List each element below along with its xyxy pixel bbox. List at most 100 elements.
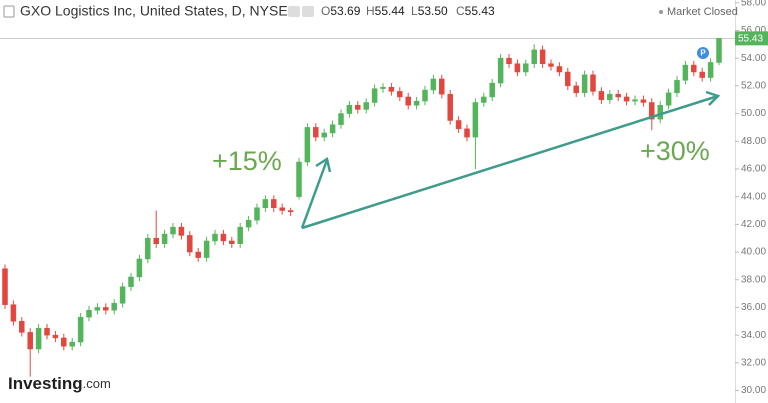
candle-body [489, 82, 495, 98]
settings-icon[interactable] [302, 6, 314, 17]
y-tick-label: 30.00 [741, 385, 766, 396]
candle-body [388, 86, 395, 92]
y-tick-label: 50.00 [741, 108, 766, 119]
candle-body [590, 74, 596, 92]
candle-body [531, 49, 537, 64]
candle-body [464, 128, 470, 138]
arrow-long [301, 94, 719, 230]
candle-body [565, 71, 571, 87]
candle-body [313, 127, 319, 138]
y-tick-label: 36.00 [741, 302, 766, 313]
ohlc-item: C55.43 [456, 4, 495, 18]
candle-body [649, 102, 655, 120]
y-tick-label: 52.00 [741, 81, 766, 92]
candle-body [556, 66, 563, 73]
candle-body [237, 226, 243, 244]
last-price-label: 55.43 [738, 34, 763, 45]
candle-body [77, 316, 84, 343]
candle-body [44, 327, 50, 336]
annotation: +30% [640, 136, 710, 166]
candle-body [296, 161, 302, 197]
candle-body [187, 235, 193, 253]
arrow-short-head [315, 156, 332, 173]
candle-body [338, 113, 344, 125]
candle-body [245, 219, 252, 228]
candle-body [472, 102, 479, 138]
logo-suffix: .com [83, 376, 111, 391]
candle-body [170, 226, 176, 235]
ohlc-value: 53.50 [418, 4, 448, 18]
ohlc-value: 53.69 [330, 4, 360, 18]
candle-body [707, 62, 714, 78]
annotation: +15% [212, 146, 282, 176]
candle-body [371, 88, 378, 103]
candle-body [598, 91, 605, 100]
candle-body [10, 304, 17, 322]
symbol-title: GXO Logistics Inc, United States, D, NYS… [20, 3, 288, 19]
y-tick-label: 56.00 [741, 25, 766, 36]
candle-body [220, 233, 227, 242]
candle-body [254, 207, 260, 221]
candle-body [397, 91, 403, 98]
ohlc-key: C [456, 4, 465, 18]
candle-body [355, 105, 361, 110]
p-marker-letter: P [700, 49, 706, 58]
y-tick-label: 34.00 [741, 330, 766, 341]
candle-body [161, 233, 168, 244]
p-marker[interactable] [697, 47, 709, 59]
candle-body [699, 71, 705, 78]
candle-body [447, 93, 453, 121]
candle-body [203, 240, 210, 258]
ohlc-values: O53.69 H55.44 L53.50 C55.43 [321, 4, 495, 18]
candle-body [111, 303, 117, 311]
candle-body [19, 321, 25, 333]
candle-body [61, 337, 67, 347]
candle-body [623, 96, 630, 102]
y-tick-label: 42.00 [741, 219, 766, 230]
candle-body [346, 105, 353, 114]
candle-body [363, 102, 369, 110]
y-tick-label: 40.00 [741, 247, 766, 258]
y-tick-label: 48.00 [741, 136, 766, 147]
candle-body [86, 309, 92, 318]
candle-body [380, 86, 386, 89]
candle-body [682, 64, 689, 81]
candle-body [262, 199, 269, 208]
arrow-short [300, 159, 329, 229]
menu-icon[interactable] [3, 5, 15, 18]
candle-body [229, 240, 235, 244]
candle-body [523, 63, 529, 73]
candle-body [506, 57, 512, 64]
ohlc-value: 55.43 [465, 4, 495, 18]
candle-body [52, 334, 59, 339]
ohlc-key: L [411, 4, 418, 18]
candle-body [153, 237, 159, 244]
candle-body [430, 78, 437, 91]
ohlc-value: 55.44 [375, 4, 405, 18]
y-tick-label: 44.00 [741, 191, 766, 202]
candle-body [422, 89, 428, 102]
candle-body [27, 332, 33, 350]
logo-name: Investing [8, 374, 83, 393]
ohlc-item: O53.69 [321, 4, 361, 18]
annotation-arrows [300, 90, 721, 230]
candle-body [640, 99, 647, 103]
candle-body [136, 258, 143, 278]
candle-body [455, 120, 462, 130]
candle-body [145, 237, 151, 260]
candle-body [657, 105, 663, 120]
ohlc-item: H55.44 [366, 4, 405, 18]
eye-icon[interactable] [288, 6, 300, 17]
candle-body [271, 199, 277, 208]
candle-body [329, 124, 336, 134]
candle-body [439, 78, 445, 95]
arrow-long-head [705, 90, 721, 106]
candles [2, 38, 722, 377]
candle-body [279, 207, 285, 211]
last-price-tag [735, 31, 768, 46]
header: GXO Logistics Inc, United States, D, NYS… [3, 3, 738, 19]
candle-body [539, 49, 546, 64]
price-axis: 30.00 32.00 34.00 36.00 38.00 40.00 42.00 44.00… [735, 0, 768, 396]
